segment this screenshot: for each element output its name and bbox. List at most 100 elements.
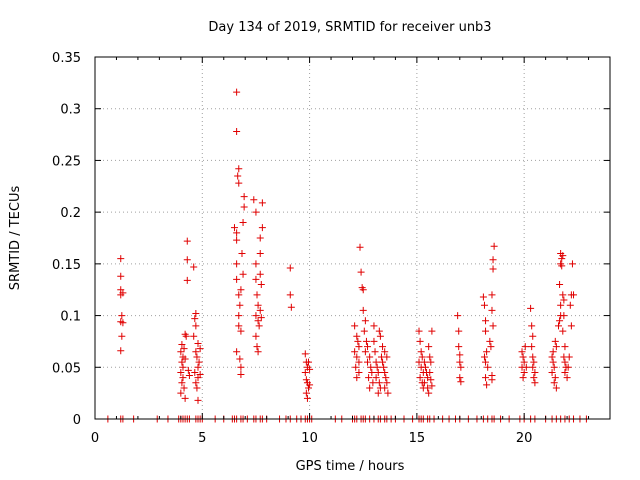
data-point bbox=[548, 368, 556, 376]
y-tick-label: 0.2 bbox=[60, 206, 81, 221]
data-point bbox=[360, 327, 368, 335]
data-point bbox=[483, 348, 491, 356]
data-point bbox=[233, 229, 241, 237]
data-point bbox=[237, 286, 245, 294]
data-point bbox=[424, 384, 432, 392]
data-point bbox=[482, 317, 490, 325]
data-point bbox=[561, 368, 569, 376]
data-point bbox=[379, 358, 387, 366]
axis-ticks: 0 0.05 0.1 0.15 0.2 0.25 0.3 0.35 0 5 10 15 20 bbox=[52, 51, 610, 446]
data-point bbox=[194, 339, 202, 347]
y-tick-label: 0.25 bbox=[52, 154, 81, 169]
data-point bbox=[258, 224, 266, 232]
data-point bbox=[362, 337, 370, 345]
data-point bbox=[455, 343, 463, 351]
data-point bbox=[179, 374, 187, 382]
data-point bbox=[371, 348, 379, 356]
data-point bbox=[552, 384, 560, 392]
data-point bbox=[488, 291, 496, 299]
y-axis-label: SRMTID / TECUs bbox=[8, 186, 23, 291]
data-point bbox=[237, 327, 245, 335]
y-tick-label: 0.1 bbox=[60, 310, 81, 325]
data-point bbox=[374, 368, 382, 376]
data-point bbox=[236, 301, 244, 309]
data-point bbox=[195, 358, 203, 366]
data-point bbox=[364, 343, 372, 351]
data-point bbox=[367, 363, 375, 371]
data-point bbox=[193, 384, 201, 392]
data-point bbox=[302, 376, 310, 384]
data-point bbox=[550, 363, 558, 371]
data-point bbox=[489, 322, 497, 330]
x-tick-label: 10 bbox=[301, 431, 318, 446]
data-point bbox=[486, 337, 494, 345]
data-point bbox=[182, 332, 190, 340]
data-point bbox=[258, 199, 266, 207]
data-point bbox=[181, 394, 189, 402]
y-tick-label: 0.05 bbox=[52, 361, 81, 376]
data-point bbox=[559, 291, 567, 299]
data-point bbox=[193, 353, 201, 361]
data-point bbox=[252, 332, 260, 340]
data-point bbox=[178, 341, 186, 349]
data-point bbox=[119, 289, 127, 297]
data-point bbox=[235, 322, 243, 330]
data-point bbox=[559, 252, 567, 260]
data-point bbox=[457, 363, 465, 371]
data-point bbox=[376, 332, 384, 340]
data-point bbox=[560, 312, 568, 320]
data-point bbox=[233, 275, 241, 283]
data-point bbox=[356, 243, 364, 251]
data-point bbox=[240, 203, 248, 211]
data-point bbox=[556, 317, 564, 325]
data-point bbox=[240, 193, 248, 201]
y-tick-label: 0 bbox=[73, 413, 81, 428]
data-point bbox=[183, 276, 191, 284]
data-point bbox=[428, 382, 436, 390]
data-point bbox=[181, 355, 189, 363]
data-point bbox=[238, 250, 246, 258]
data-point bbox=[425, 343, 433, 351]
data-point bbox=[479, 293, 487, 301]
data-point bbox=[522, 363, 530, 371]
data-point bbox=[253, 291, 261, 299]
data-point bbox=[415, 327, 423, 335]
data-point bbox=[234, 172, 242, 180]
data-point bbox=[194, 363, 202, 371]
data-point bbox=[192, 310, 200, 318]
data-point bbox=[302, 389, 310, 397]
data-point bbox=[531, 379, 539, 387]
data-point bbox=[353, 353, 361, 361]
data-point bbox=[177, 368, 185, 376]
data-point bbox=[372, 374, 380, 382]
data-point bbox=[370, 322, 378, 330]
data-point bbox=[418, 353, 426, 361]
data-point bbox=[301, 368, 309, 376]
data-point bbox=[191, 368, 199, 376]
data-point bbox=[368, 368, 376, 376]
data-point bbox=[239, 218, 247, 226]
data-point bbox=[489, 256, 497, 264]
data-point bbox=[286, 264, 294, 272]
data-point bbox=[237, 371, 245, 379]
data-point bbox=[482, 374, 490, 382]
data-point bbox=[305, 358, 313, 366]
data-point bbox=[252, 260, 260, 268]
data-point bbox=[563, 374, 571, 382]
data-point bbox=[373, 363, 381, 371]
data-point bbox=[177, 348, 185, 356]
data-point bbox=[455, 327, 463, 335]
data-point bbox=[235, 291, 243, 299]
data-point bbox=[561, 343, 569, 351]
data-point bbox=[257, 314, 265, 322]
data-point bbox=[427, 376, 435, 384]
data-point bbox=[178, 379, 186, 387]
chart-title: Day 134 of 2019, SRMTID for receiver unb… bbox=[208, 20, 491, 35]
data-point bbox=[117, 255, 125, 263]
data-point bbox=[287, 303, 295, 311]
data-point bbox=[518, 348, 526, 356]
data-point bbox=[361, 348, 369, 356]
data-point bbox=[484, 363, 492, 371]
data-point bbox=[556, 281, 564, 289]
data-point bbox=[354, 337, 362, 345]
